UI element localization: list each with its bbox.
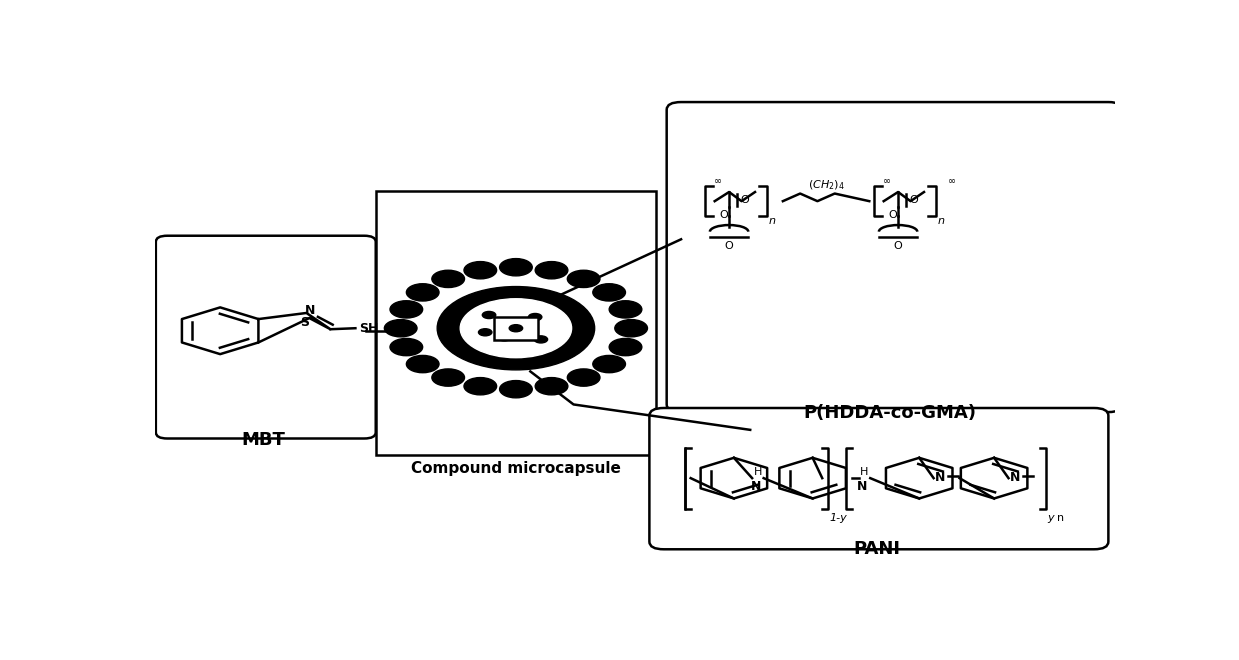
Circle shape: [528, 314, 541, 321]
Circle shape: [482, 312, 496, 319]
Bar: [375, 191, 657, 455]
Circle shape: [610, 339, 642, 356]
Bar: [494, 317, 538, 340]
Circle shape: [406, 284, 439, 301]
Circle shape: [499, 381, 533, 398]
Circle shape: [535, 261, 567, 279]
Circle shape: [498, 334, 512, 341]
Circle shape: [406, 356, 439, 373]
Circle shape: [384, 319, 418, 337]
Circle shape: [460, 299, 571, 358]
Circle shape: [390, 301, 422, 318]
Text: n: n: [938, 216, 944, 226]
Text: H: H: [860, 467, 869, 477]
Circle shape: [432, 270, 465, 288]
Text: N: N: [751, 480, 761, 492]
Text: SH: SH: [359, 322, 379, 335]
Circle shape: [592, 284, 626, 301]
Circle shape: [535, 378, 567, 395]
Circle shape: [432, 369, 465, 386]
Circle shape: [463, 261, 497, 279]
Text: N: N: [305, 304, 316, 317]
Text: $(CH_2)_4$: $(CH_2)_4$: [808, 178, 845, 191]
Text: $\infty$: $\infty$: [712, 175, 722, 185]
Circle shape: [463, 378, 497, 395]
Text: PANI: PANI: [854, 541, 901, 558]
Circle shape: [567, 369, 600, 386]
Circle shape: [615, 319, 648, 337]
Text: N: N: [857, 480, 867, 492]
FancyBboxPatch shape: [649, 408, 1109, 549]
Circle shape: [390, 339, 422, 356]
Circle shape: [610, 301, 642, 318]
Circle shape: [534, 336, 548, 343]
Text: 1-y: 1-y: [830, 513, 847, 523]
FancyBboxPatch shape: [156, 236, 375, 438]
Text: MBT: MBT: [242, 431, 285, 449]
Text: H: H: [753, 467, 762, 477]
Circle shape: [509, 325, 523, 332]
Text: O: O: [720, 211, 729, 220]
Text: O: O: [725, 241, 733, 251]
Text: O: O: [893, 241, 902, 251]
Circle shape: [592, 356, 626, 373]
Circle shape: [437, 286, 595, 370]
Text: O: O: [888, 211, 897, 220]
Text: O: O: [909, 195, 918, 205]
Circle shape: [478, 329, 492, 336]
Text: $\infty$: $\infty$: [882, 175, 891, 185]
Circle shape: [567, 270, 600, 288]
Text: $\infty$: $\infty$: [947, 175, 957, 185]
Text: n: n: [768, 216, 776, 226]
Text: Compound microcapsule: Compound microcapsule: [411, 461, 621, 477]
Text: O: O: [741, 195, 750, 205]
Circle shape: [499, 259, 533, 276]
Text: S: S: [300, 315, 309, 329]
Text: N: N: [1010, 471, 1021, 484]
Text: y: y: [1047, 513, 1053, 523]
Text: P(HDDA-co-GMA): P(HDDA-co-GMA): [803, 405, 976, 422]
Text: N: N: [935, 471, 945, 484]
FancyBboxPatch shape: [667, 102, 1123, 412]
Text: n: n: [1058, 513, 1064, 523]
